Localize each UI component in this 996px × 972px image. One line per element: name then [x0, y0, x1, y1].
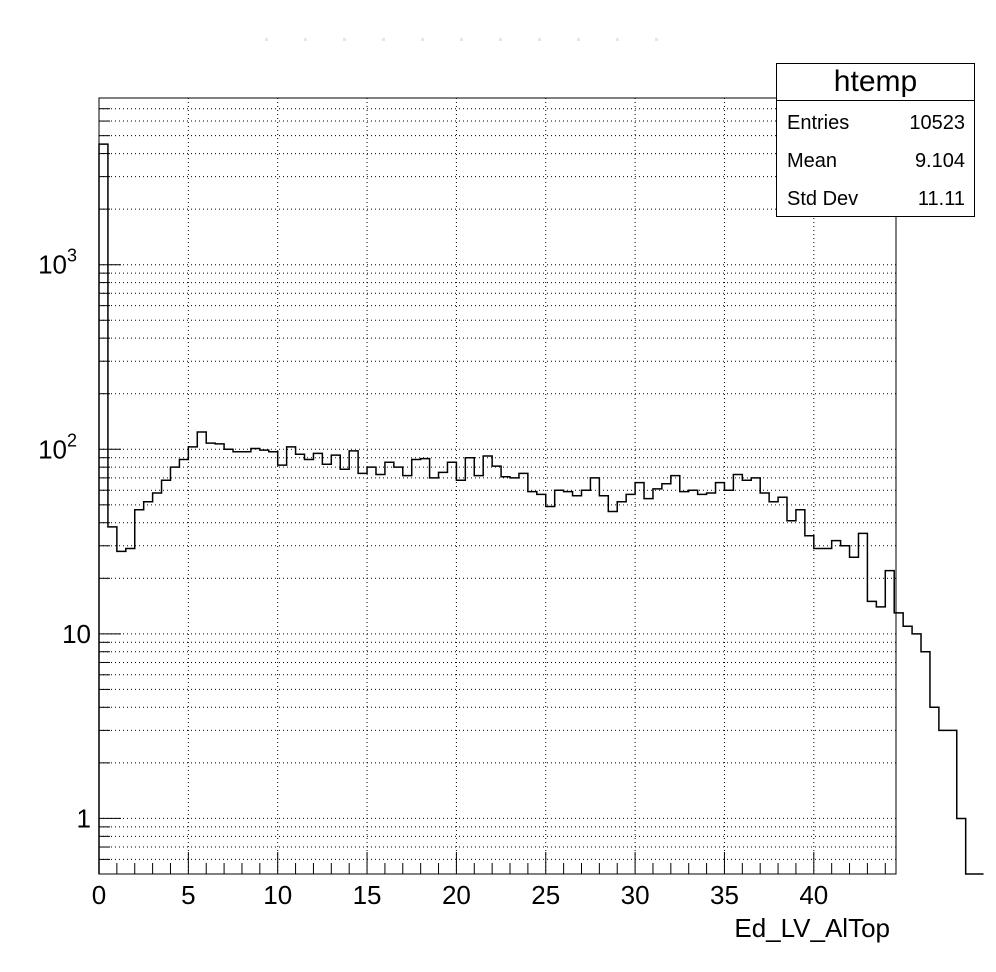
- x-tick-label: 25: [531, 880, 560, 910]
- stats-value: 9.104: [914, 150, 965, 172]
- y-tick-label: 103: [38, 246, 77, 280]
- y-tick-label: 1: [77, 803, 91, 833]
- stats-box: htemp Entries 10523 Mean 9.104 Std Dev 1…: [776, 63, 975, 217]
- stats-row-entries: Entries 10523: [787, 108, 965, 138]
- y-tick-label: 102: [38, 430, 77, 464]
- x-axis-title: Ed_LV_AlTop: [734, 913, 890, 943]
- stats-row-mean: Mean 9.104: [787, 146, 965, 176]
- x-tick-label: 20: [442, 880, 471, 910]
- histogram-line: [98, 143, 984, 875]
- x-tick-label: 10: [263, 880, 292, 910]
- x-tick-label: 15: [353, 880, 382, 910]
- stats-key: Mean: [787, 150, 838, 172]
- x-tick-label: 5: [181, 880, 195, 910]
- stats-key: Std Dev: [787, 188, 859, 210]
- x-tick-label: 0: [92, 880, 106, 910]
- stats-row-std-dev: Std Dev 11.11: [787, 184, 965, 214]
- x-tick-label: 35: [710, 880, 739, 910]
- stats-value: 10523: [909, 112, 965, 134]
- y-tick-exponent: 3: [67, 246, 77, 266]
- x-tick-label: 40: [799, 880, 828, 910]
- stats-title: htemp: [777, 64, 974, 101]
- x-tick-label: 30: [621, 880, 650, 910]
- stats-key: Entries: [787, 112, 850, 134]
- y-tick-exponent: 2: [67, 430, 77, 450]
- faint-header-dots: [265, 28, 705, 41]
- y-tick-label: 10: [62, 619, 91, 649]
- stats-value: 11.11: [917, 188, 965, 210]
